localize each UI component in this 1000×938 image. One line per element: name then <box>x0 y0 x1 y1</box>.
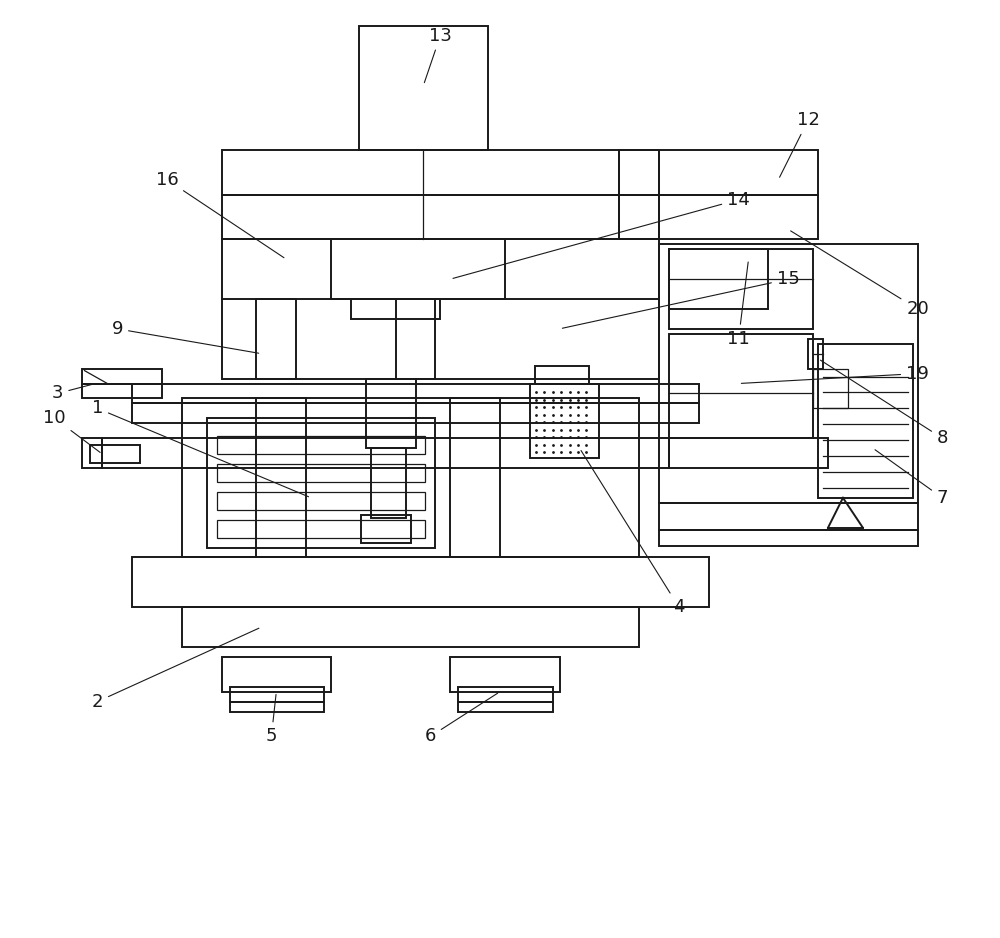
Bar <box>361 515 411 542</box>
Bar <box>82 369 162 384</box>
Bar <box>90 446 140 463</box>
Bar <box>222 150 659 194</box>
Text: 16: 16 <box>156 171 284 258</box>
Bar <box>217 464 425 482</box>
Bar <box>669 334 813 438</box>
Bar <box>230 687 324 702</box>
Bar <box>82 438 102 468</box>
Bar <box>366 379 416 448</box>
Bar <box>530 384 599 458</box>
Bar <box>351 299 440 319</box>
Bar <box>659 244 918 503</box>
Text: 15: 15 <box>562 270 800 328</box>
Bar <box>669 250 813 329</box>
Bar <box>813 369 848 408</box>
Bar <box>458 687 553 702</box>
Text: 5: 5 <box>266 694 277 746</box>
Text: 8: 8 <box>820 360 948 447</box>
Text: 1: 1 <box>92 400 309 497</box>
Bar <box>619 194 818 239</box>
Bar <box>669 250 768 309</box>
Text: 20: 20 <box>791 231 929 318</box>
Bar <box>619 150 818 194</box>
Bar <box>359 25 488 150</box>
Bar <box>450 657 560 691</box>
Bar <box>132 557 709 607</box>
Text: 4: 4 <box>581 450 685 616</box>
Bar <box>230 702 324 712</box>
Bar <box>450 399 500 557</box>
Bar <box>331 239 505 299</box>
Bar <box>222 194 659 239</box>
Text: 10: 10 <box>43 409 100 452</box>
Bar <box>669 438 828 468</box>
Bar <box>808 339 823 369</box>
Bar <box>207 418 435 548</box>
Text: 11: 11 <box>727 262 750 348</box>
Text: 7: 7 <box>875 449 948 507</box>
Bar <box>818 343 913 498</box>
Bar <box>371 448 406 518</box>
Bar <box>256 299 296 379</box>
Bar <box>396 299 435 379</box>
Bar <box>217 520 425 537</box>
Text: 14: 14 <box>453 190 750 279</box>
Bar <box>256 399 306 557</box>
Bar <box>659 530 918 546</box>
Text: 13: 13 <box>424 26 452 83</box>
Bar <box>222 657 331 691</box>
Bar <box>132 403 699 423</box>
Bar <box>182 607 639 647</box>
Text: 9: 9 <box>112 320 259 354</box>
Text: 2: 2 <box>92 628 259 711</box>
Bar <box>659 503 918 530</box>
Bar <box>619 150 659 239</box>
Bar <box>182 399 639 557</box>
Bar <box>535 366 589 384</box>
Bar <box>458 702 553 712</box>
Bar <box>217 492 425 509</box>
Bar <box>217 436 425 454</box>
Text: 12: 12 <box>780 111 820 177</box>
Bar <box>82 384 162 399</box>
Bar <box>132 384 699 403</box>
Bar <box>222 239 659 379</box>
Bar <box>102 438 669 468</box>
Text: 6: 6 <box>425 693 498 746</box>
Text: 19: 19 <box>741 365 929 384</box>
Text: 3: 3 <box>52 385 93 402</box>
